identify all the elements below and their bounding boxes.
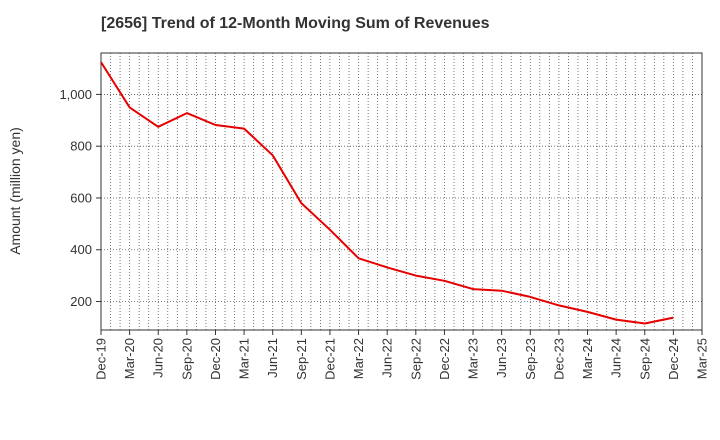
y-tick-label: 200	[70, 294, 92, 309]
x-tick-label: Mar-23	[466, 338, 481, 379]
series-line	[100, 61, 674, 325]
x-tick-label: Dec-19	[94, 338, 109, 380]
x-tick-label: Jun-20	[151, 338, 166, 378]
x-tick-label: Mar-20	[122, 338, 137, 379]
x-tick-label: Jun-24	[609, 338, 624, 378]
y-tick-label: 400	[70, 242, 92, 257]
x-tick-label: Dec-21	[322, 338, 337, 380]
x-tick-label: Dec-20	[208, 338, 223, 380]
x-tick-label: Dec-22	[437, 338, 452, 380]
x-tick-label: Sep-23	[523, 338, 538, 380]
y-tick-label: 800	[70, 139, 92, 154]
x-tick-label: Jun-21	[265, 338, 280, 378]
x-tick-label: Sep-20	[179, 338, 194, 380]
x-tick-label: Sep-21	[294, 338, 309, 380]
y-tick-label: 600	[70, 190, 92, 205]
x-tick-label: Jun-22	[380, 338, 395, 378]
chart-title: [2656] Trend of 12-Month Moving Sum of R…	[101, 15, 490, 32]
x-tick-label: Jun-23	[494, 338, 509, 378]
x-tick-label: Mar-24	[580, 338, 595, 379]
plot-frame	[100, 52, 703, 331]
x-tick-label: Mar-25	[695, 338, 710, 379]
x-tick-label: Dec-24	[666, 338, 681, 380]
x-tick-label: Sep-22	[408, 338, 423, 380]
y-tick-label: 1,000	[59, 87, 92, 102]
x-tick-label: Sep-24	[637, 338, 652, 380]
x-tick-label: Mar-22	[351, 338, 366, 379]
x-tick-label: Mar-21	[237, 338, 252, 379]
x-tick-label: Dec-23	[551, 338, 566, 380]
